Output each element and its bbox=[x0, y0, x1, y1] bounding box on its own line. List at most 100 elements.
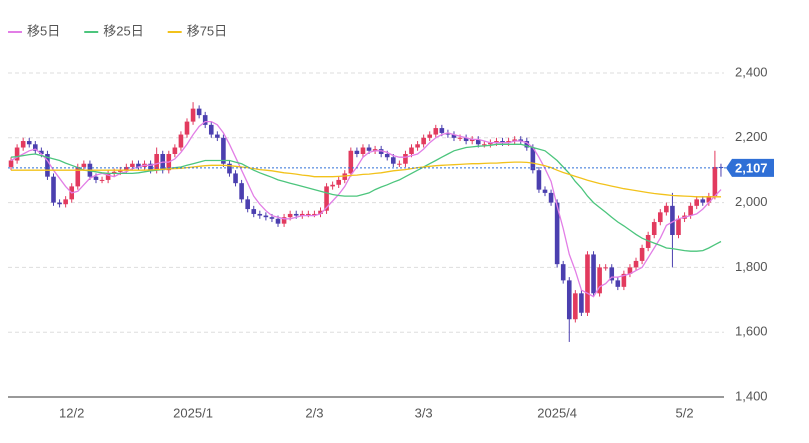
candle-body bbox=[548, 192, 554, 203]
candle-body bbox=[591, 254, 596, 294]
legend-label: 移25日 bbox=[103, 23, 143, 38]
candle-body bbox=[287, 213, 293, 218]
candle-body bbox=[536, 170, 542, 190]
candle-body bbox=[14, 147, 20, 161]
candle-body bbox=[639, 247, 645, 261]
candle-body bbox=[573, 293, 578, 320]
candle-body bbox=[154, 154, 159, 171]
candle-body bbox=[233, 173, 238, 184]
candle-body bbox=[688, 205, 693, 216]
candle-body bbox=[712, 166, 718, 197]
candle-body bbox=[330, 184, 335, 187]
candle-body bbox=[554, 202, 560, 265]
candle-body bbox=[439, 128, 445, 133]
candle-body bbox=[579, 293, 584, 313]
candle-body bbox=[172, 147, 178, 154]
candle-body bbox=[670, 205, 675, 235]
candle-body bbox=[457, 137, 463, 139]
candle-body bbox=[433, 128, 439, 135]
candle-body bbox=[524, 141, 530, 148]
candle-body bbox=[8, 160, 14, 167]
candle-body bbox=[633, 260, 639, 268]
candle-body bbox=[560, 264, 566, 281]
candle-body bbox=[391, 157, 396, 164]
candle-body bbox=[111, 171, 117, 174]
candle-body bbox=[621, 273, 627, 287]
candle-body bbox=[148, 163, 153, 171]
candle-body bbox=[293, 213, 299, 216]
candle-body bbox=[500, 141, 505, 143]
x-tick-label: 3/3 bbox=[415, 405, 433, 420]
candle-body bbox=[190, 108, 196, 122]
x-tick-label: 5/2 bbox=[676, 405, 694, 420]
candle-body bbox=[409, 147, 414, 154]
candle-body bbox=[178, 134, 184, 148]
candle-body bbox=[403, 154, 408, 164]
candle-body bbox=[227, 163, 232, 174]
candle-body bbox=[312, 213, 317, 215]
candle-body bbox=[360, 147, 366, 154]
candle-body bbox=[706, 196, 712, 203]
candle-body bbox=[251, 209, 257, 214]
candle-body bbox=[124, 166, 129, 171]
candle-body bbox=[597, 267, 602, 294]
candle-body bbox=[645, 235, 651, 248]
candle-body bbox=[257, 213, 263, 216]
x-tick-label: 2/3 bbox=[305, 405, 323, 420]
candle-body bbox=[99, 179, 105, 181]
candle-body bbox=[451, 134, 457, 138]
candle-body bbox=[664, 205, 669, 213]
candle-body bbox=[75, 166, 81, 187]
candle-body bbox=[184, 121, 190, 135]
candle-body bbox=[506, 141, 511, 143]
candle-body bbox=[603, 267, 608, 269]
candle-body bbox=[33, 144, 38, 151]
candle-body bbox=[136, 163, 141, 167]
ma-line bbox=[10, 120, 722, 298]
candle-body bbox=[397, 163, 402, 165]
candle-body bbox=[676, 218, 681, 235]
last-price-label: 2,107 bbox=[735, 160, 768, 175]
candle-body bbox=[39, 150, 44, 154]
candle-body bbox=[221, 137, 226, 164]
candle-body bbox=[415, 144, 420, 148]
candle-body bbox=[627, 267, 633, 274]
ma-line bbox=[11, 161, 721, 198]
candle-body bbox=[348, 150, 354, 174]
candle-body bbox=[20, 141, 26, 148]
candle-body bbox=[494, 141, 499, 143]
candle-body bbox=[475, 139, 481, 145]
candle-body bbox=[518, 139, 524, 142]
legend-label: 移5日 bbox=[27, 23, 60, 38]
candle-body bbox=[105, 173, 111, 180]
candle-body bbox=[318, 210, 323, 214]
candle-body bbox=[45, 154, 50, 177]
candle-body bbox=[421, 137, 426, 145]
candle-body bbox=[372, 149, 378, 151]
candle-body bbox=[354, 150, 360, 154]
candle-body bbox=[306, 213, 311, 215]
y-tick-label: 1,600 bbox=[735, 324, 768, 339]
candle-body bbox=[81, 163, 87, 167]
candle-body bbox=[281, 217, 287, 224]
y-tick-label: 2,200 bbox=[735, 129, 768, 144]
candle-body bbox=[299, 213, 305, 216]
candle-body bbox=[488, 142, 493, 145]
y-tick-label: 1,800 bbox=[735, 259, 768, 274]
candle-body bbox=[609, 267, 615, 281]
candle-body bbox=[542, 189, 548, 193]
candle-body bbox=[657, 212, 663, 223]
ma-line bbox=[10, 143, 722, 252]
candle-body bbox=[463, 137, 469, 142]
candle-body bbox=[530, 147, 536, 171]
candle-body bbox=[384, 154, 390, 158]
candle-body bbox=[51, 176, 56, 203]
last-price-box bbox=[726, 158, 774, 177]
candle-body bbox=[700, 199, 706, 203]
x-tick-label: 2025/4 bbox=[537, 405, 577, 420]
candle-body bbox=[336, 179, 341, 185]
candle-body bbox=[208, 124, 214, 135]
candle-body bbox=[57, 202, 62, 205]
legend-label: 移75日 bbox=[187, 23, 227, 38]
